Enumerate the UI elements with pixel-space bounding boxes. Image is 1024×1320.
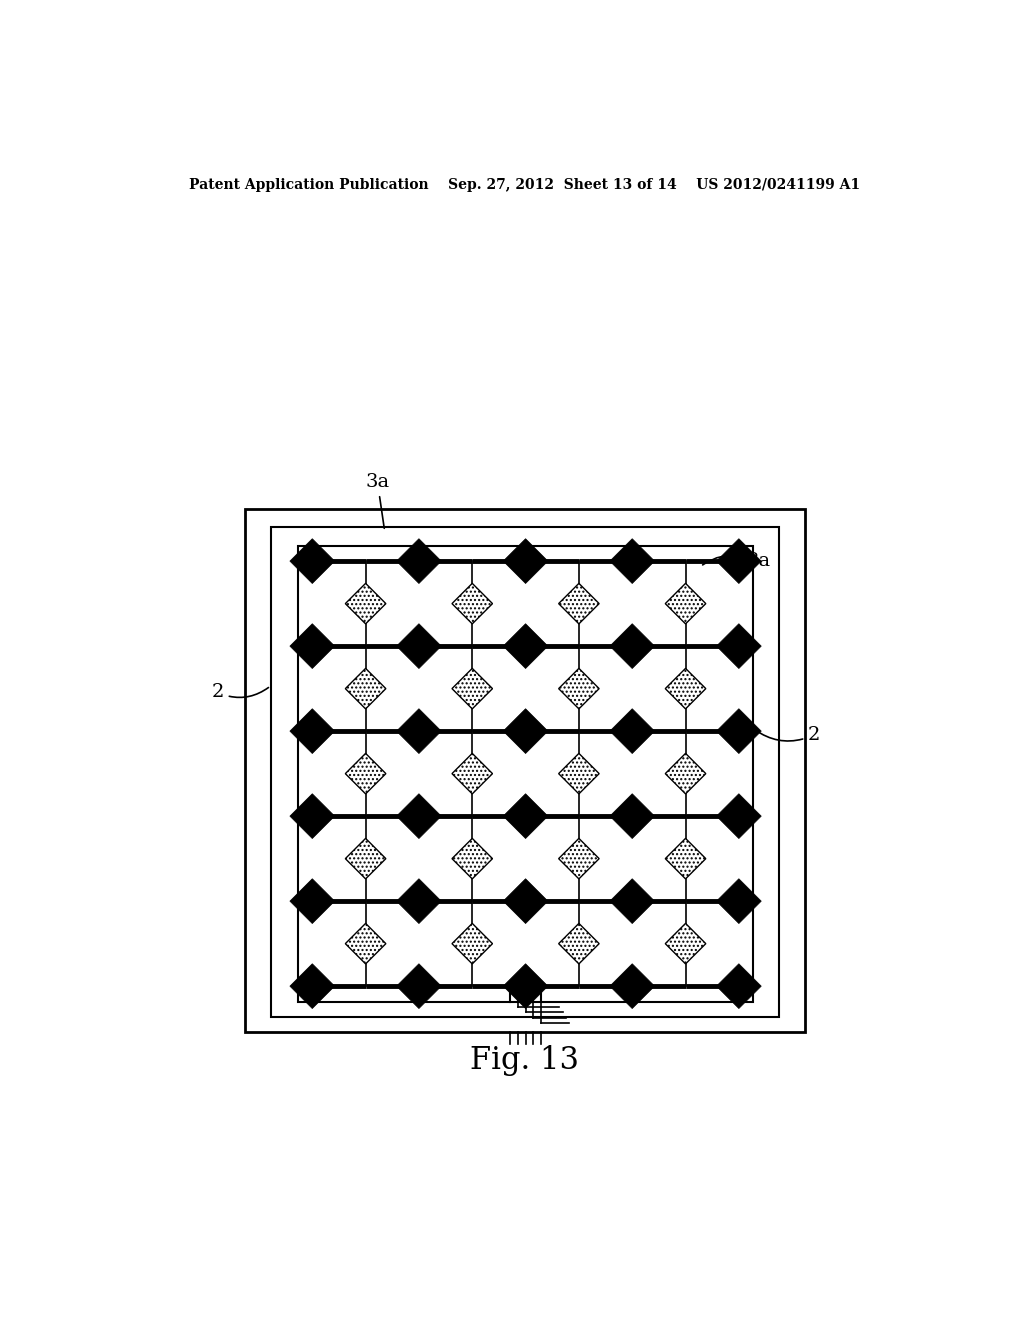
Polygon shape: [666, 924, 706, 964]
Polygon shape: [666, 668, 706, 709]
Polygon shape: [290, 793, 335, 838]
Text: 2: 2: [211, 684, 268, 701]
Polygon shape: [396, 964, 441, 1008]
Text: 3a: 3a: [366, 473, 389, 528]
Polygon shape: [559, 668, 599, 709]
Polygon shape: [610, 879, 654, 924]
Text: Patent Application Publication    Sep. 27, 2012  Sheet 13 of 14    US 2012/02411: Patent Application Publication Sep. 27, …: [189, 178, 860, 193]
Polygon shape: [717, 793, 761, 838]
Polygon shape: [559, 924, 599, 964]
Text: Fig. 13: Fig. 13: [470, 1045, 580, 1076]
Polygon shape: [503, 879, 548, 924]
Polygon shape: [452, 924, 493, 964]
Polygon shape: [503, 539, 548, 583]
Polygon shape: [559, 583, 599, 624]
Bar: [270, 527, 779, 1016]
Polygon shape: [503, 709, 548, 754]
Text: 3a: 3a: [702, 553, 771, 570]
Polygon shape: [345, 924, 386, 964]
Polygon shape: [666, 583, 706, 624]
Polygon shape: [452, 838, 493, 879]
Polygon shape: [396, 539, 441, 583]
Polygon shape: [559, 754, 599, 793]
Bar: [298, 545, 753, 1002]
Polygon shape: [345, 754, 386, 793]
Polygon shape: [452, 583, 493, 624]
Polygon shape: [610, 624, 654, 668]
Polygon shape: [666, 838, 706, 879]
Polygon shape: [290, 964, 335, 1008]
Polygon shape: [396, 709, 441, 754]
Polygon shape: [452, 668, 493, 709]
Polygon shape: [396, 624, 441, 668]
Polygon shape: [290, 624, 335, 668]
Polygon shape: [610, 793, 654, 838]
Text: 2: 2: [755, 726, 820, 743]
Polygon shape: [345, 583, 386, 624]
Polygon shape: [345, 838, 386, 879]
Polygon shape: [717, 879, 761, 924]
Polygon shape: [559, 838, 599, 879]
Polygon shape: [290, 539, 335, 583]
Polygon shape: [290, 879, 335, 924]
Polygon shape: [717, 539, 761, 583]
Polygon shape: [717, 964, 761, 1008]
Polygon shape: [290, 709, 335, 754]
Polygon shape: [396, 793, 441, 838]
Polygon shape: [610, 539, 654, 583]
Polygon shape: [610, 964, 654, 1008]
Polygon shape: [717, 709, 761, 754]
Polygon shape: [396, 879, 441, 924]
Polygon shape: [503, 964, 548, 1008]
Polygon shape: [610, 709, 654, 754]
Polygon shape: [503, 624, 548, 668]
Polygon shape: [717, 624, 761, 668]
Polygon shape: [503, 793, 548, 838]
Bar: [245, 508, 805, 1032]
Polygon shape: [452, 754, 493, 793]
Polygon shape: [666, 754, 706, 793]
Polygon shape: [345, 668, 386, 709]
